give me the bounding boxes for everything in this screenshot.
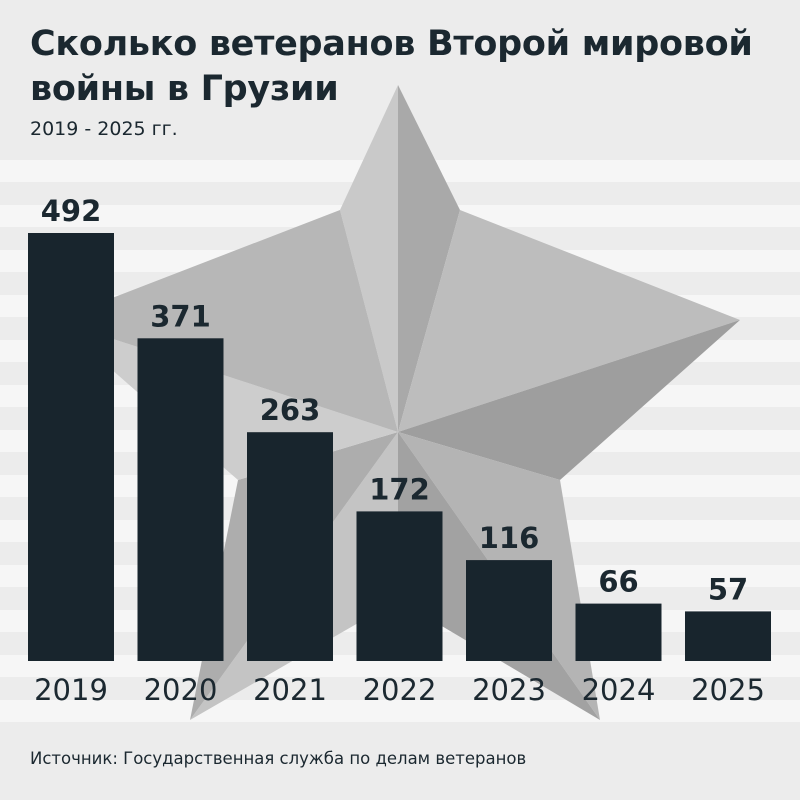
page-title: Сколько ветеранов Второй мировой войны в… [30,24,753,109]
bar-2023 [466,560,552,661]
bar-value-label: 172 [369,472,430,506]
star-icon [55,85,740,720]
bar-2020 [137,338,224,661]
category-labels-group: 2019 2020 2021 2022 2023 2024 2025 [34,673,765,707]
bar-value-label: 57 [708,572,748,606]
category-label: 2020 [144,673,218,707]
bar-2024 [575,603,662,661]
category-label: 2024 [582,673,656,707]
bar-value-label: 492 [41,194,102,228]
category-label: 2022 [363,673,437,707]
bar-2021 [247,432,333,661]
category-label: 2021 [253,673,327,707]
bars-group [28,233,771,661]
bar-2019 [28,233,114,661]
bar-2025 [685,611,771,661]
category-label: 2019 [34,673,108,707]
bar-value-label: 66 [598,565,638,599]
bar-2022 [356,511,443,661]
value-labels-group: 492 371 263 172 116 66 57 [41,194,748,606]
bar-value-label: 263 [260,393,321,427]
chart-subtitle: 2019 - 2025 гг. [30,118,178,140]
bar-value-label: 116 [479,521,540,555]
source-note: Источник: Государственная служба по дела… [30,749,527,768]
bar-value-label: 371 [150,299,211,333]
category-label: 2025 [691,673,765,707]
category-label: 2023 [472,673,546,707]
